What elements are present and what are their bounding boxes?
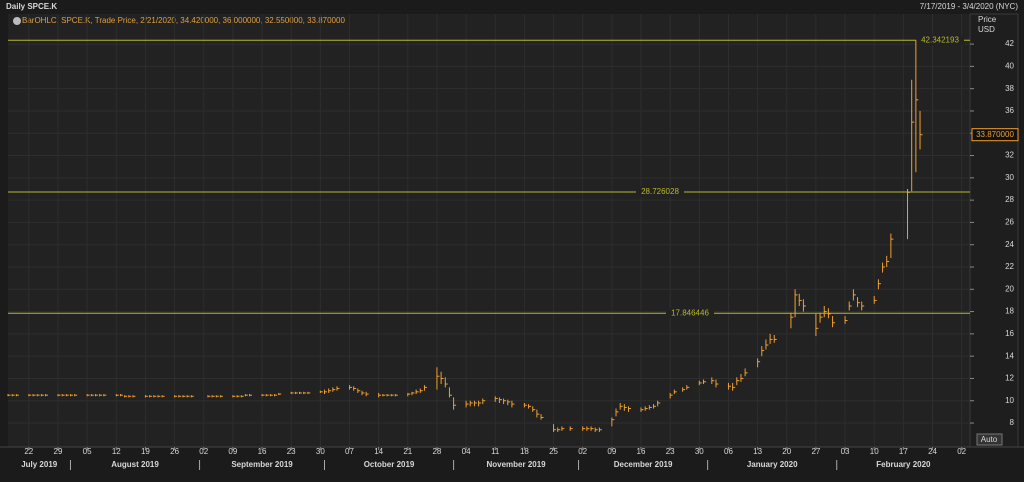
y-tick-label: 30 — [1005, 173, 1014, 182]
y-tick-label: 42 — [1005, 39, 1014, 48]
month-label: January 2020 — [747, 460, 798, 469]
x-tick-label: 16 — [637, 447, 646, 456]
auto-button[interactable] — [976, 433, 1003, 446]
x-tick-label: 10 — [870, 447, 879, 456]
y-tick-label: 22 — [1005, 262, 1014, 271]
y-tick-label: 28 — [1005, 195, 1014, 204]
y-axis-area — [969, 13, 1019, 448]
x-tick-label: 05 — [83, 447, 92, 456]
x-tick-label: 23 — [287, 447, 296, 456]
x-tick-label: 09 — [228, 447, 237, 456]
month-label: February 2020 — [876, 460, 931, 469]
x-tick-label: 30 — [695, 447, 704, 456]
month-label: November 2019 — [486, 460, 546, 469]
y-tick-label: 36 — [1005, 106, 1014, 115]
y-tick-label: 10 — [1005, 396, 1014, 405]
x-tick-label: 29 — [54, 447, 63, 456]
x-tick-label: 02 — [957, 447, 966, 456]
legend-text: BarOHLC, SPCE.K, Trade Price, 2/21/2020,… — [22, 16, 345, 25]
y-tick-label: 24 — [1005, 240, 1014, 249]
y-tick-label: 40 — [1005, 61, 1014, 70]
y-tick-label: 8 — [1010, 418, 1015, 427]
x-tick-label: 24 — [928, 447, 937, 456]
x-tick-label: 26 — [170, 447, 179, 456]
level-label-bg — [916, 35, 964, 46]
x-tick-label: 13 — [753, 447, 762, 456]
date-range: 7/17/2019 - 3/4/2020 (NYC) — [920, 2, 1019, 11]
last-price-label: 33.870000 — [976, 130, 1014, 139]
x-tick-label: 30 — [316, 447, 325, 456]
x-tick-label: 07 — [345, 447, 354, 456]
x-tick-label: 20 — [782, 447, 791, 456]
x-tick-label: 23 — [666, 447, 675, 456]
y-axis-label: Price — [978, 15, 997, 24]
month-label: August 2019 — [111, 460, 159, 469]
x-tick-label: 09 — [607, 447, 616, 456]
y-tick-label: 38 — [1005, 84, 1014, 93]
month-label: October 2019 — [364, 460, 415, 469]
x-tick-label: 19 — [141, 447, 150, 456]
level-label: 17.846446 — [671, 308, 709, 317]
level-label-bg — [636, 187, 684, 198]
x-tick-label: 18 — [520, 447, 529, 456]
x-tick-label: 04 — [462, 447, 471, 456]
x-tick-label: 06 — [724, 447, 733, 456]
grid-layer — [8, 14, 970, 447]
chart-title: Daily SPCE.K — [6, 2, 57, 11]
x-tick-label: 02 — [199, 447, 208, 456]
x-tick-label: 14 — [374, 447, 383, 456]
plot-area — [8, 14, 970, 447]
level-label-bg — [666, 308, 714, 319]
x-tick-label: 21 — [403, 447, 412, 456]
last-price-box — [971, 128, 1019, 142]
x-tick-label: 27 — [811, 447, 820, 456]
y-axis-unit: USD — [978, 25, 995, 34]
y-tick-label: 20 — [1005, 284, 1014, 293]
x-tick-label: 12 — [112, 447, 121, 456]
month-label: July 2019 — [21, 460, 58, 469]
level-label: 28.726028 — [641, 187, 679, 196]
x-tick-label: 28 — [432, 447, 441, 456]
x-tick-label: 25 — [549, 447, 558, 456]
x-tick-label: 11 — [491, 447, 500, 456]
legend-icon — [13, 17, 21, 25]
y-tick-label: 16 — [1005, 329, 1014, 338]
x-tick-label: 22 — [24, 447, 33, 456]
y-tick-label: 18 — [1005, 307, 1014, 316]
x-tick-label: 02 — [578, 447, 587, 456]
auto-button-label[interactable]: Auto — [981, 435, 998, 444]
y-tick-label: 14 — [1005, 351, 1014, 360]
y-tick-label: 12 — [1005, 374, 1014, 383]
y-tick-label: 26 — [1005, 218, 1014, 227]
month-label: September 2019 — [231, 460, 293, 469]
x-tick-label: 03 — [841, 447, 850, 456]
level-label: 42.342193 — [921, 35, 959, 44]
month-label: December 2019 — [614, 460, 673, 469]
y-tick-label: 32 — [1005, 151, 1014, 160]
x-tick-label: 16 — [258, 447, 267, 456]
x-tick-label: 17 — [899, 447, 908, 456]
